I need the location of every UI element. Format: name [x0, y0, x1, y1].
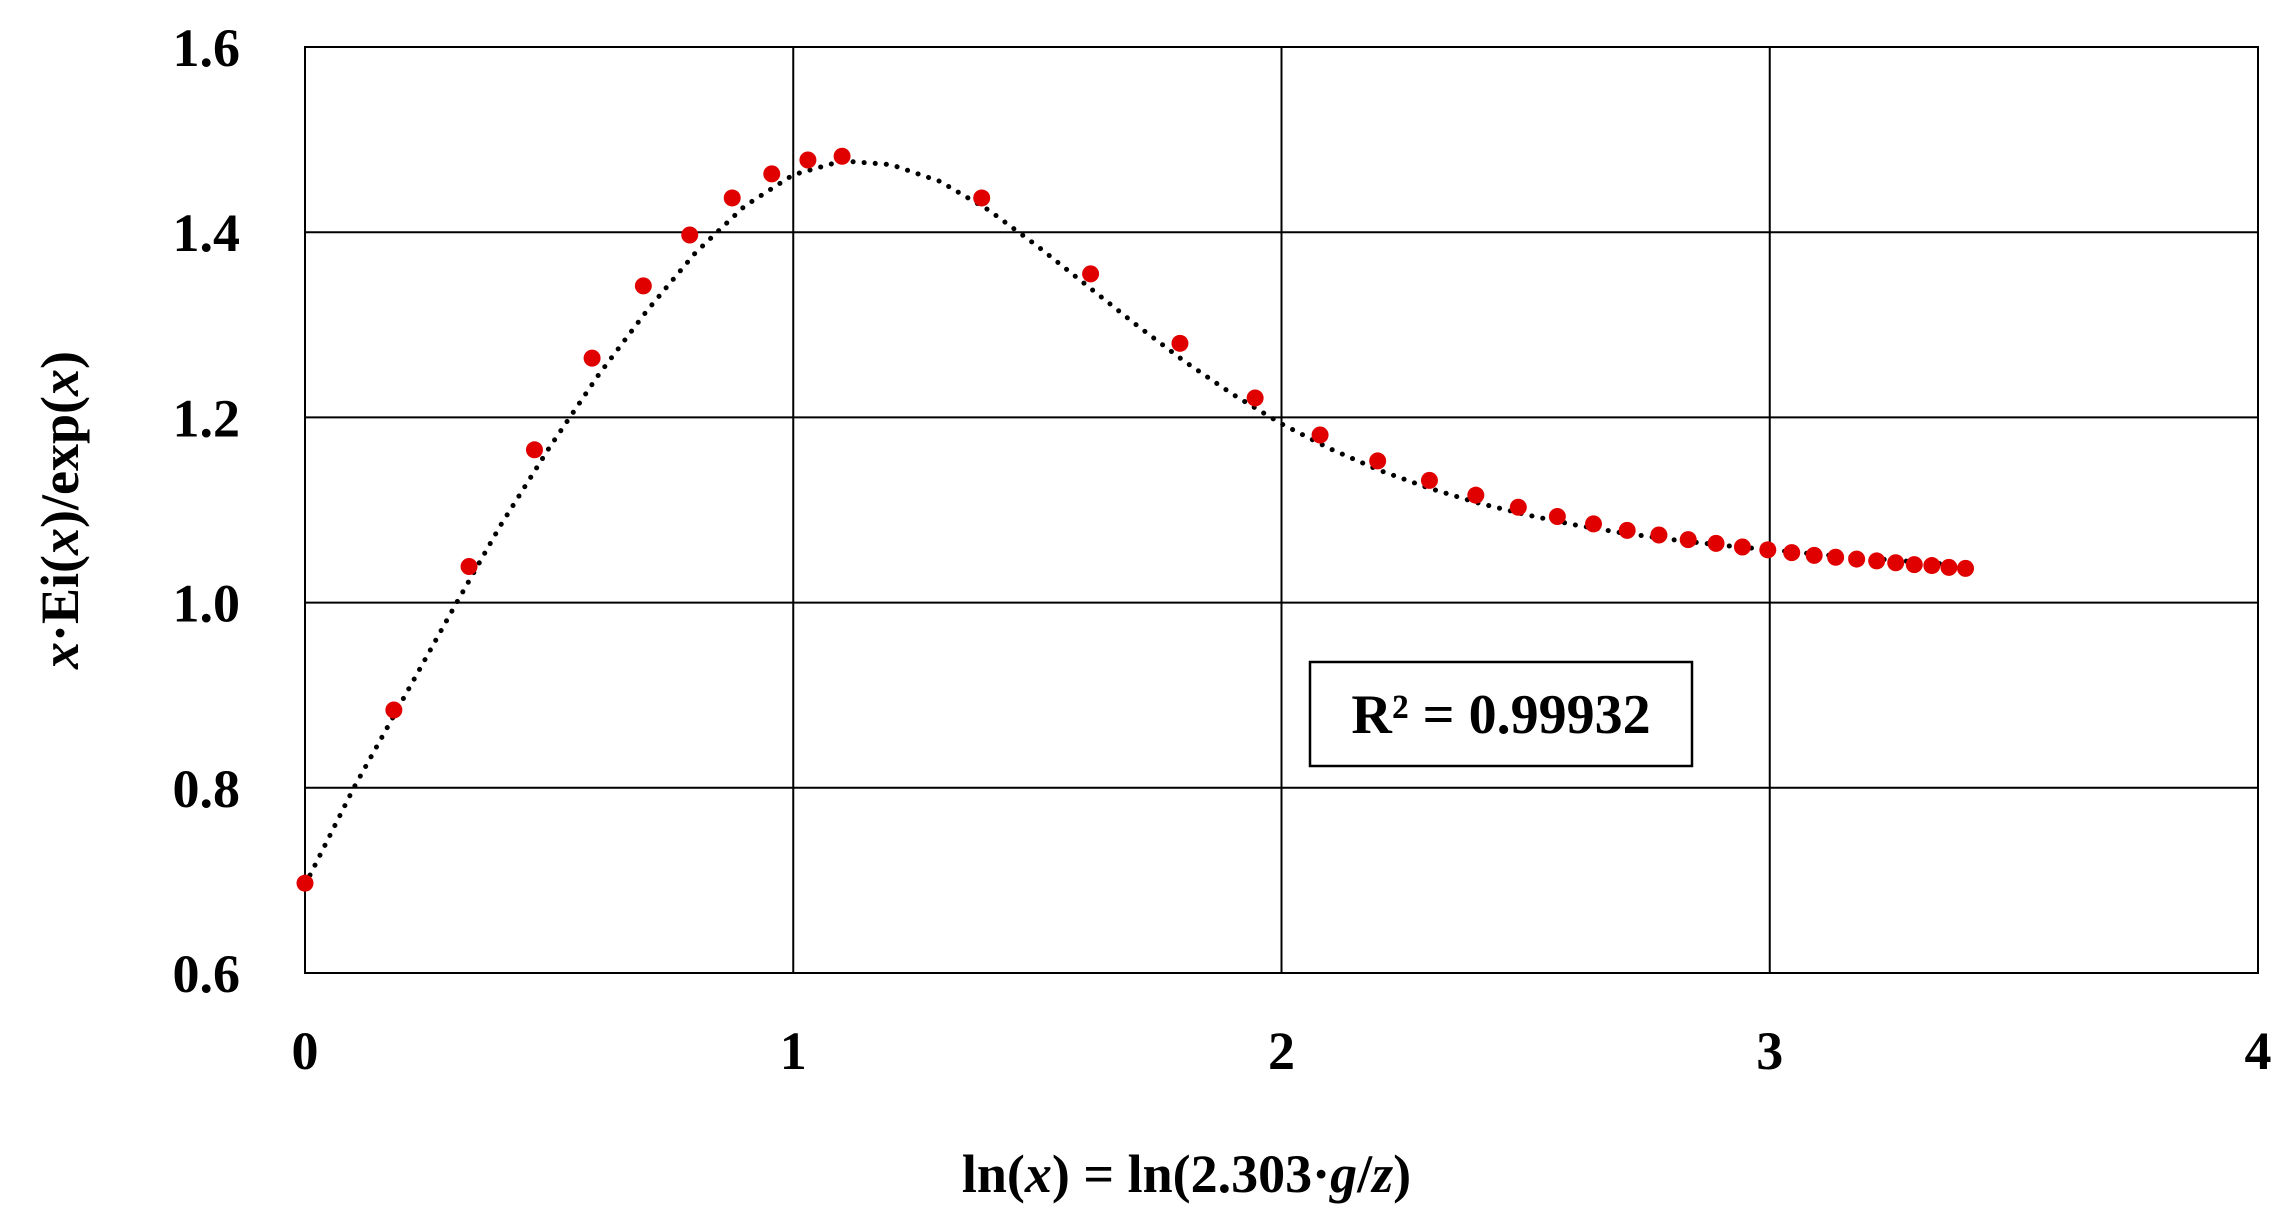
x-tick-label: 0	[292, 1021, 319, 1081]
data-point	[1868, 552, 1886, 570]
y-tick-label: 1.4	[173, 203, 241, 263]
data-point	[1369, 452, 1387, 470]
data-point	[1679, 531, 1697, 549]
data-point	[1805, 546, 1823, 564]
data-point	[525, 441, 543, 459]
y-tick-label: 0.6	[173, 944, 241, 1004]
data-point	[1509, 498, 1527, 516]
y-tick-label: 1.0	[173, 574, 241, 634]
data-point	[1584, 515, 1602, 533]
data-points	[296, 147, 1975, 892]
data-point	[723, 189, 741, 207]
x-tick-label: 2	[1268, 1021, 1295, 1081]
data-point	[833, 147, 851, 165]
data-point	[799, 151, 817, 169]
x-tick-label: 3	[1756, 1021, 1783, 1081]
data-point	[1707, 534, 1725, 552]
data-point	[634, 277, 652, 295]
x-tick-label: 4	[2245, 1021, 2272, 1081]
data-point	[296, 874, 314, 892]
trendline	[302, 158, 1968, 888]
gridlines	[304, 46, 2259, 974]
x-tick-label: 1	[780, 1021, 807, 1081]
data-point	[1733, 538, 1751, 556]
data-point	[1848, 550, 1866, 568]
y-tick-label: 0.8	[173, 759, 241, 819]
data-point	[1420, 471, 1438, 489]
data-point	[1650, 526, 1668, 544]
data-point	[460, 557, 478, 575]
data-point	[1923, 557, 1941, 575]
data-point	[1548, 507, 1566, 525]
plot-area-border	[304, 46, 2259, 974]
data-point	[1957, 559, 1975, 577]
y-tick-label: 1.6	[173, 18, 241, 78]
r-squared-label: R² = 0.99932	[1351, 684, 1650, 746]
data-point	[1887, 554, 1905, 572]
data-point	[1759, 541, 1777, 559]
r-squared-box: R² = 0.99932	[1308, 660, 1694, 768]
data-point	[1827, 548, 1845, 566]
data-point	[1940, 558, 1958, 576]
data-point	[1171, 334, 1189, 352]
data-point	[1618, 521, 1636, 539]
data-point	[1783, 544, 1801, 562]
y-tick-labels: 0.6 0.8 1.0 1.2 1.4 1.6	[173, 18, 241, 1004]
data-point	[1082, 265, 1100, 283]
data-point	[681, 226, 699, 244]
x-axis-title: ln(x) = ln(2.303·g/z)	[962, 1144, 1411, 1204]
data-point	[385, 701, 403, 719]
y-tick-label: 1.2	[173, 388, 241, 448]
data-point	[973, 189, 991, 207]
data-point	[583, 349, 601, 367]
x-tick-labels: 0 1 2 3 4	[292, 1021, 2272, 1081]
data-point	[763, 165, 781, 183]
data-point	[1905, 556, 1923, 574]
y-axis-title: x·Ei(x)/exp(x)	[30, 351, 90, 670]
data-point	[1467, 486, 1485, 504]
r-squared-border	[1308, 660, 1694, 768]
data-point	[1246, 389, 1264, 407]
data-point	[1311, 426, 1329, 444]
